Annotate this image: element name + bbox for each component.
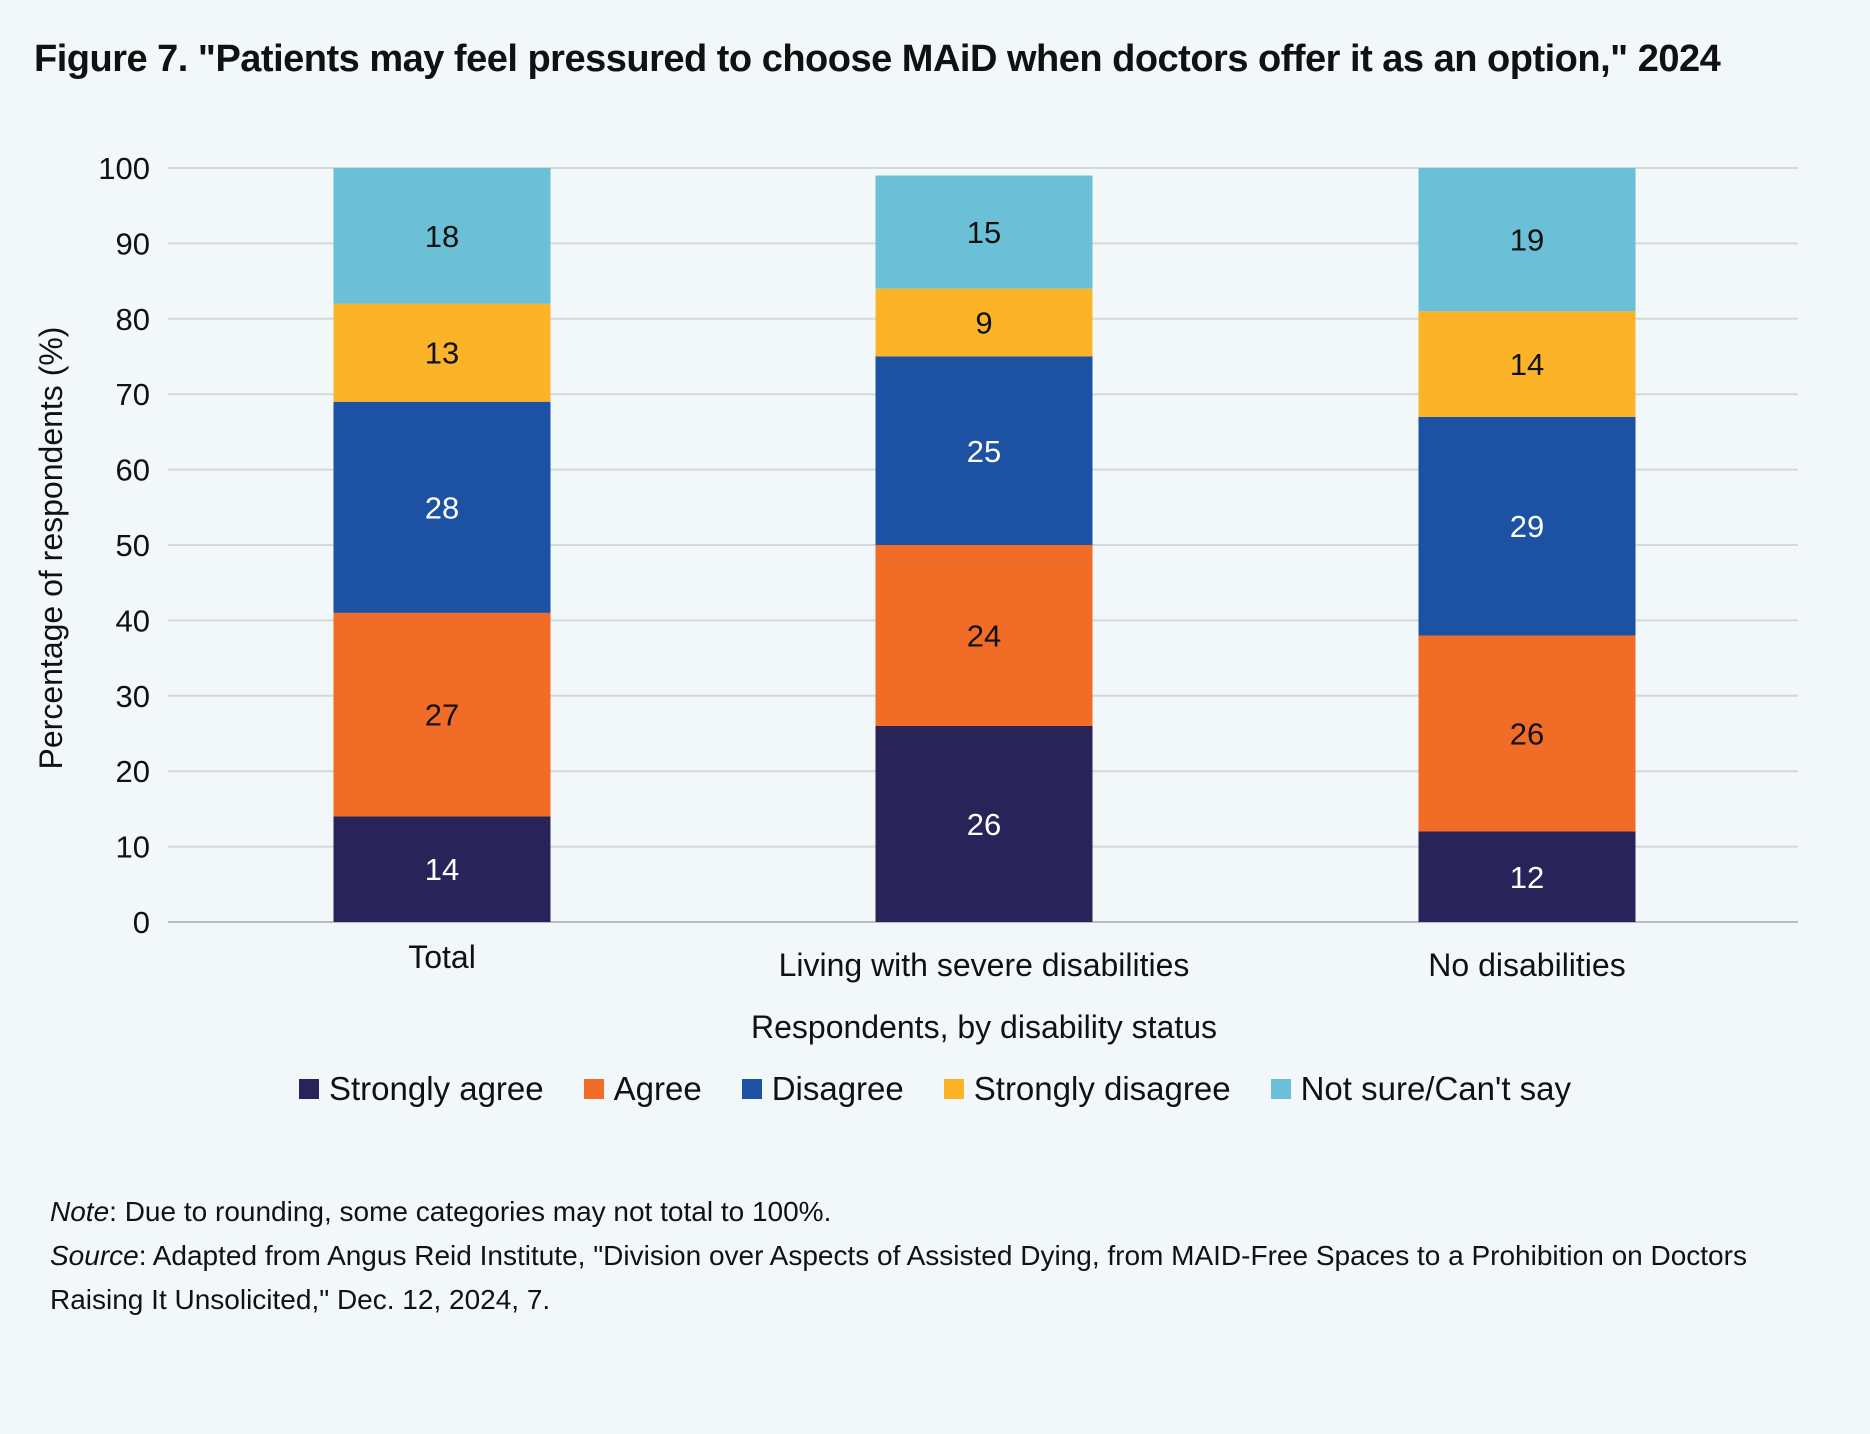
legend-item: Not sure/Can't say [1270, 1070, 1572, 1108]
legend-item: Disagree [741, 1070, 904, 1108]
bar-value-label: 13 [425, 336, 459, 371]
y-axis-title: Percentage of respondents (%) [33, 327, 69, 770]
note-text: : Due to rounding, some categories may n… [109, 1196, 832, 1227]
bar-value-label: 9 [975, 306, 992, 341]
bar-value-label: 19 [1510, 223, 1544, 258]
y-tick-label: 0 [133, 905, 150, 940]
notes: Note: Due to rounding, some categories m… [50, 1190, 1840, 1322]
legend-label: Strongly disagree [973, 1070, 1231, 1107]
bar-value-label: 28 [425, 490, 459, 525]
bar-value-label: 14 [1510, 347, 1544, 382]
bar-value-label: 26 [1510, 717, 1544, 752]
bar-segment [875, 288, 1093, 357]
bar-segment [333, 303, 551, 402]
source-line: Source: Adapted from Angus Reid Institut… [50, 1234, 1840, 1322]
x-category-label: Total [408, 939, 476, 975]
bar-segment [333, 401, 551, 613]
legend-swatch [1270, 1079, 1291, 1099]
y-tick-label: 70 [116, 377, 150, 412]
bar-segment [333, 816, 551, 922]
bar-value-label: 26 [967, 807, 1001, 842]
bar-segment [875, 356, 1093, 545]
y-tick-label: 40 [116, 603, 150, 638]
legend-label: Strongly agree [328, 1070, 544, 1107]
bar-segment [875, 175, 1093, 289]
y-tick-label: 10 [116, 830, 150, 865]
y-tick-label: 80 [116, 302, 150, 337]
legend-item: Agree [583, 1070, 702, 1108]
bar-value-label: 14 [425, 852, 459, 887]
bar-segment [1418, 831, 1636, 922]
source-key: Source [50, 1240, 139, 1271]
note-line: Note: Due to rounding, some categories m… [50, 1190, 1840, 1234]
legend-swatch [298, 1079, 319, 1099]
legend-swatch [741, 1079, 762, 1099]
legend: Strongly agree Agree Disagree Strongly disa… [0, 1070, 1870, 1108]
y-tick-label: 30 [116, 679, 150, 714]
bar-segment [875, 545, 1093, 726]
legend-label: Agree [613, 1070, 702, 1107]
bar-value-label: 27 [425, 698, 459, 733]
bar-value-label: 25 [967, 434, 1001, 469]
bar-segment [1418, 311, 1636, 417]
bar-segment [333, 612, 551, 817]
legend-label: Not sure/Can't say [1300, 1070, 1572, 1107]
legend-swatch [943, 1079, 964, 1099]
legend-item: Strongly disagree [943, 1070, 1231, 1108]
bar-value-label: 15 [967, 215, 1001, 250]
x-category-label: Living with severe disabilities [779, 947, 1190, 983]
legend-item: Strongly agree [298, 1070, 544, 1108]
bar-segment [1418, 416, 1636, 636]
legend-swatch [583, 1079, 604, 1099]
y-tick-label: 20 [116, 754, 150, 789]
bar-value-label: 24 [967, 618, 1001, 653]
source-text: : Adapted from Angus Reid Institute, "Di… [50, 1240, 1747, 1315]
bar-value-label: 12 [1510, 860, 1544, 895]
legend-label: Disagree [771, 1070, 904, 1107]
chart-title: Figure 7. "Patients may feel pressured t… [34, 38, 1721, 80]
y-tick-label: 50 [116, 528, 150, 563]
bar-value-label: 29 [1510, 509, 1544, 544]
y-tick-label: 100 [98, 151, 150, 186]
x-category-label: No disabilities [1428, 947, 1625, 983]
stacked-bar-chart: 14 27 28 13 18 26 24 25 9 15 12 26 29 14 19 0 10 20 30 40 5… [33, 151, 1798, 1045]
bar-value-label: 18 [425, 219, 459, 254]
x-axis-title: Respondents, by disability status [751, 1009, 1217, 1045]
y-tick-label: 60 [116, 453, 150, 488]
bar-segment [1418, 635, 1636, 832]
bar-segment [333, 168, 551, 304]
y-tick-label: 90 [116, 226, 150, 261]
bar-segment [875, 725, 1093, 922]
bar-segment [1418, 168, 1636, 312]
note-key: Note [50, 1196, 110, 1227]
